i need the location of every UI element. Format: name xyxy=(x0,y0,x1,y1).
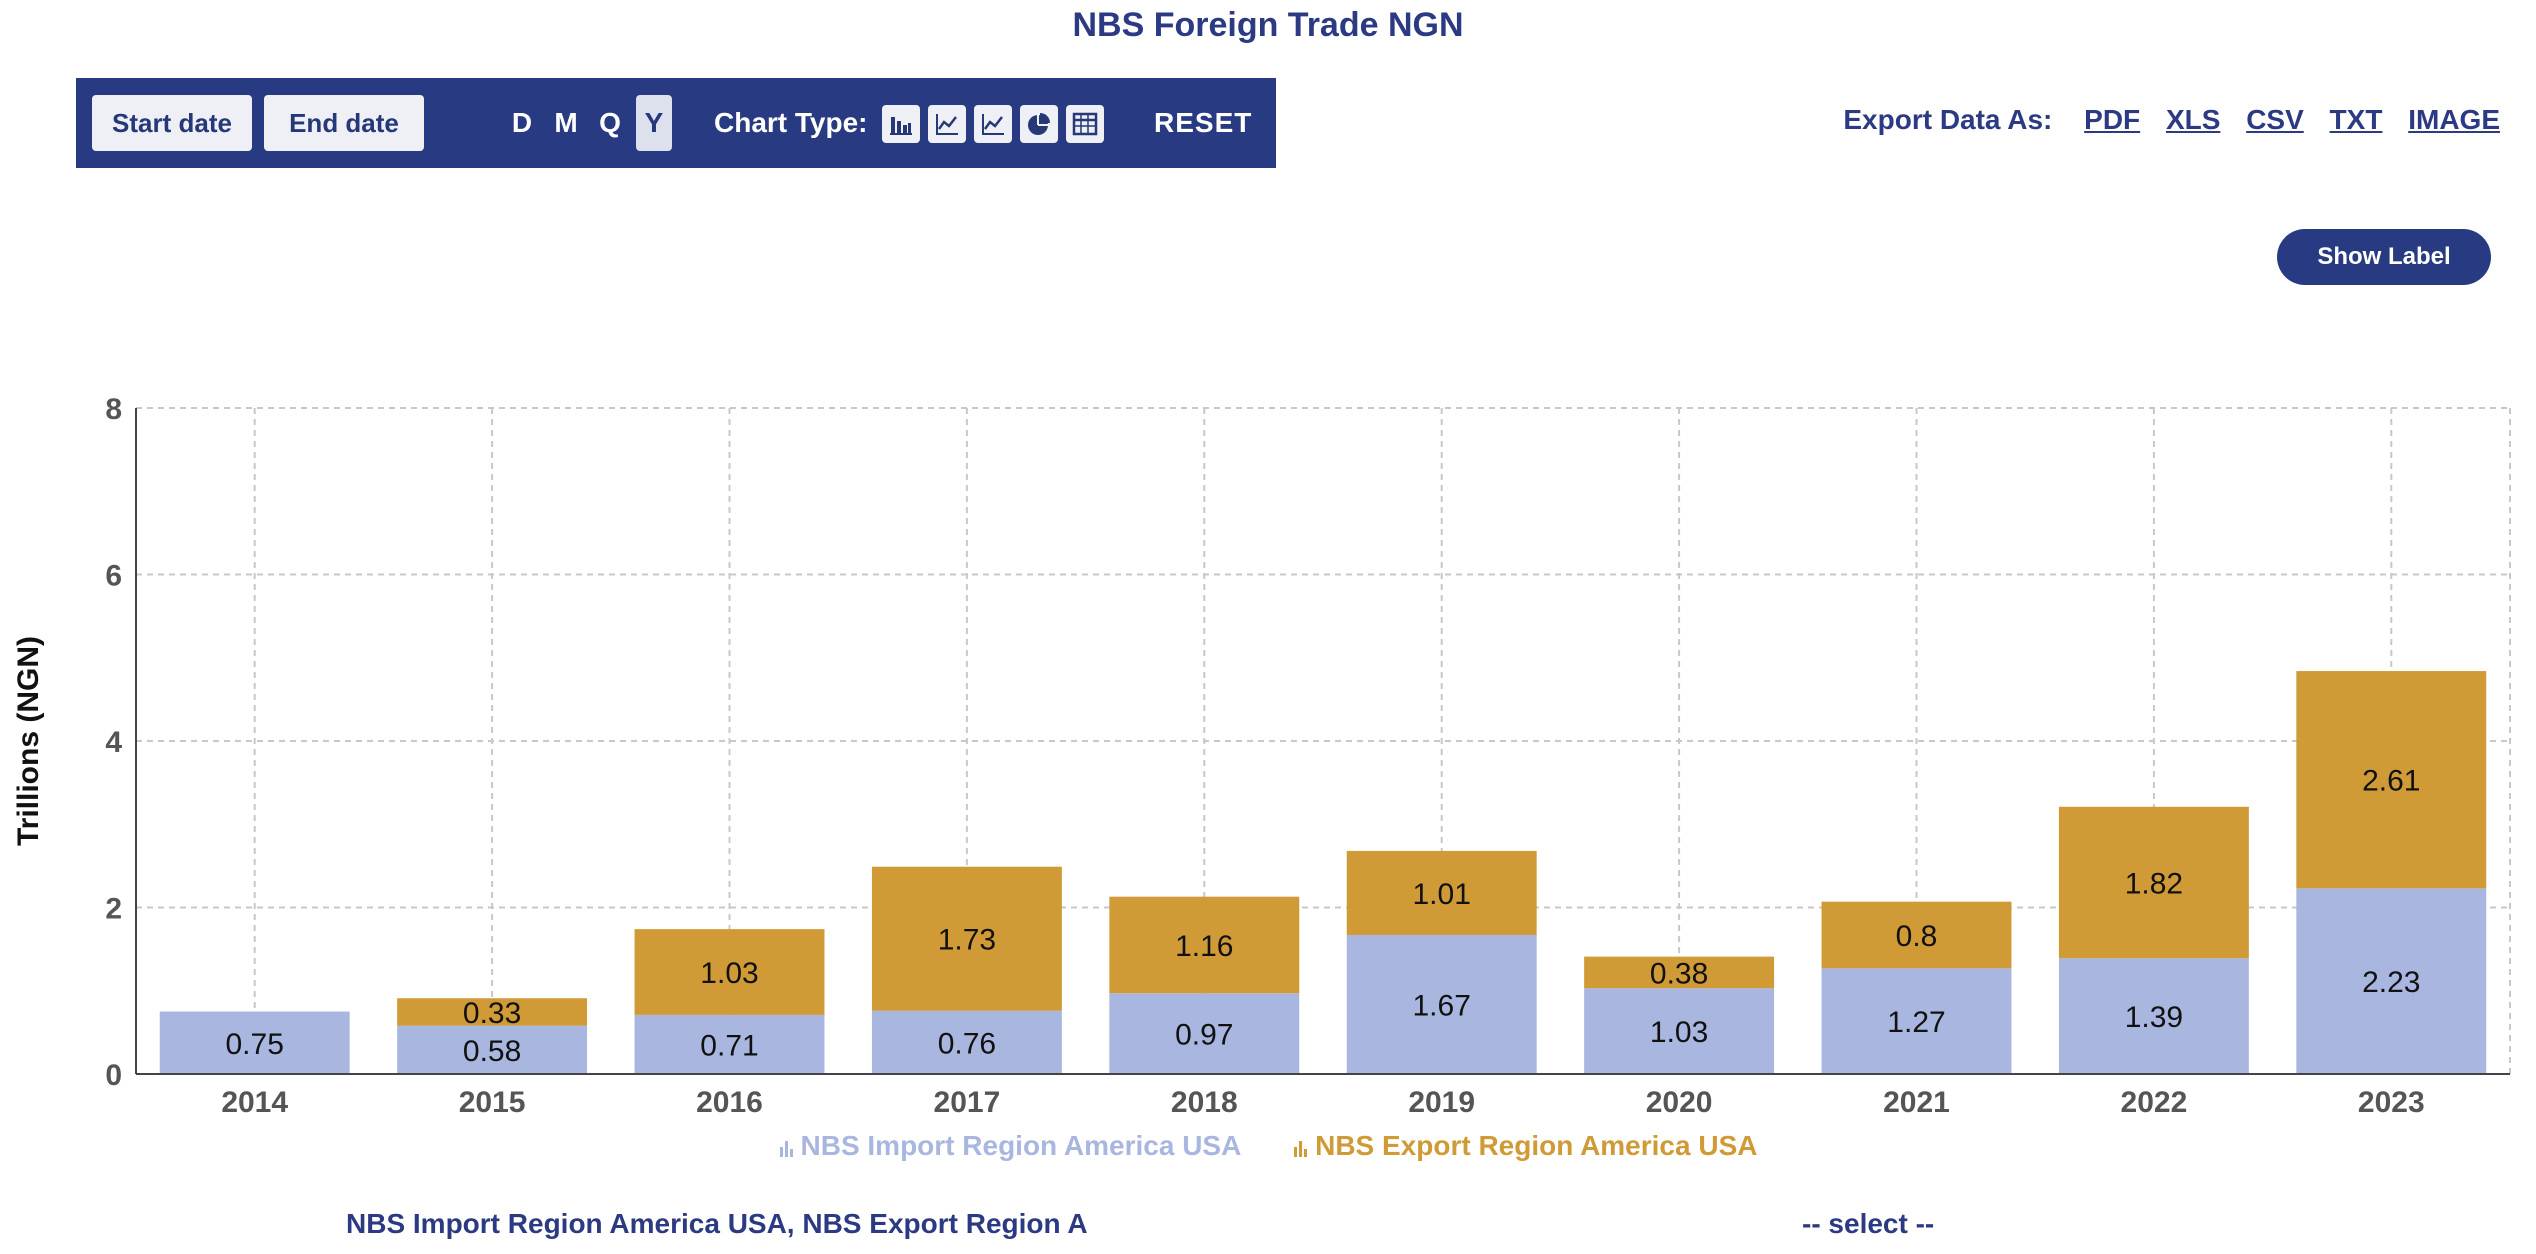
bar-export xyxy=(397,998,588,1026)
bar-export xyxy=(634,929,825,1015)
page-title: NBS Foreign Trade NGN xyxy=(1072,6,1464,44)
bar-import xyxy=(1584,988,1775,1074)
data-label: 0.8 xyxy=(1896,920,1938,953)
x-tick-label: 2017 xyxy=(934,1086,1001,1119)
bar-import xyxy=(871,1010,1062,1074)
x-tick-label: 2016 xyxy=(696,1086,763,1119)
bar-import xyxy=(2058,958,2249,1074)
y-tick-label: 8 xyxy=(105,393,122,426)
data-label: 1.73 xyxy=(938,924,996,957)
bar-import xyxy=(397,1025,588,1074)
legend-bar-icon xyxy=(779,1141,793,1157)
bar-import xyxy=(159,1011,350,1074)
period-day-button[interactable]: D xyxy=(511,107,533,138)
x-tick-label: 2022 xyxy=(2121,1086,2188,1119)
pie-chart-icon[interactable] xyxy=(1020,105,1058,143)
export-csv-link[interactable]: CSV xyxy=(2246,104,2304,135)
series-selector[interactable]: NBS Import Region America USA, NBS Expor… xyxy=(346,1208,1088,1239)
data-label: 0.38 xyxy=(1650,957,1708,990)
y-tick-label: 4 xyxy=(105,726,122,759)
bar-export xyxy=(1821,901,2012,969)
export-pdf-link[interactable]: PDF xyxy=(2084,104,2141,135)
x-tick-label: 2018 xyxy=(1171,1086,1238,1119)
line-chart-icon[interactable] xyxy=(928,105,966,143)
chart-toolbar: Start date End date D M Q Y Chart Type: … xyxy=(76,78,1276,168)
legend-bar-icon xyxy=(1294,1141,1308,1157)
x-tick-label: 2015 xyxy=(459,1086,526,1119)
chart-type-label: Chart Type: xyxy=(714,107,868,138)
chart-legend: NBS Import Region America USA NBS Export… xyxy=(0,1130,2536,1162)
data-label: 1.67 xyxy=(1413,989,1471,1022)
data-label: 0.97 xyxy=(1175,1019,1233,1052)
bar-import xyxy=(1109,993,1300,1074)
period-month-button[interactable]: M xyxy=(554,107,578,138)
data-label: 1.01 xyxy=(1413,878,1471,911)
area-chart-icon[interactable] xyxy=(974,105,1012,143)
start-date-button[interactable]: Start date xyxy=(92,95,252,151)
table-icon[interactable] xyxy=(1066,105,1104,143)
data-label: 1.03 xyxy=(1650,1016,1708,1049)
bar-import xyxy=(634,1014,825,1074)
period-year-button[interactable]: Y xyxy=(636,95,672,151)
legend-item-import[interactable]: NBS Import Region America USA xyxy=(779,1130,1242,1162)
bar-import xyxy=(1346,934,1537,1074)
export-label: Export Data As: xyxy=(1843,104,2053,135)
reset-button[interactable]: RESET xyxy=(1154,107,1253,138)
data-label: 1.27 xyxy=(1887,1006,1945,1039)
bar-export xyxy=(1109,896,1300,994)
bar-export xyxy=(1346,850,1537,935)
export-image-link[interactable]: IMAGE xyxy=(2408,104,2500,135)
bar-chart-icon[interactable] xyxy=(882,105,920,143)
bar-export xyxy=(2058,806,2249,959)
period-quarter-button[interactable]: Q xyxy=(599,107,621,138)
y-tick-label: 0 xyxy=(105,1059,122,1092)
stacked-bar-chart: 0 2 4 6 8 0.75 2014 0.58 0.33 2015 0.71 1.03 2016 0.7… xyxy=(12,393,2511,1119)
y-axis-label: Trillions (NGN) xyxy=(12,636,45,846)
end-date-button[interactable]: End date xyxy=(264,95,424,151)
export-txt-link[interactable]: TXT xyxy=(2329,104,2383,135)
y-tick-label: 2 xyxy=(105,893,122,926)
select-dropdown[interactable]: -- select -- xyxy=(1802,1208,1935,1239)
data-label: 1.16 xyxy=(1175,930,1233,963)
show-label-button[interactable]: Show Label xyxy=(2277,229,2491,285)
bar-export xyxy=(1584,956,1775,989)
legend-label-export: NBS Export Region America USA xyxy=(1315,1130,1758,1161)
data-label: 1.39 xyxy=(2125,1001,2183,1034)
x-tick-label: 2014 xyxy=(221,1086,288,1119)
data-label: 1.03 xyxy=(700,957,758,990)
bar-export xyxy=(2296,671,2487,889)
x-tick-label: 2023 xyxy=(2358,1086,2425,1119)
export-bar: Export Data As: PDF XLS CSV TXT IMAGE xyxy=(1843,104,2500,136)
export-xls-link[interactable]: XLS xyxy=(2165,104,2221,135)
x-tick-label: 2019 xyxy=(1408,1086,1475,1119)
x-tick-label: 2020 xyxy=(1646,1086,1713,1119)
data-label: 0.71 xyxy=(700,1029,758,1062)
legend-label-import: NBS Import Region America USA xyxy=(800,1130,1242,1161)
legend-item-export[interactable]: NBS Export Region America USA xyxy=(1293,1130,1757,1162)
y-tick-label: 6 xyxy=(105,560,122,593)
bar-import xyxy=(1821,968,2012,1074)
data-label: 1.82 xyxy=(2125,868,2183,901)
data-label: 0.58 xyxy=(463,1035,521,1068)
data-label: 2.61 xyxy=(2362,765,2420,798)
bar-export xyxy=(871,866,1062,1011)
x-tick-label: 2021 xyxy=(1883,1086,1950,1119)
bar-import xyxy=(2296,888,2487,1074)
data-label: 0.33 xyxy=(463,997,521,1030)
data-label: 0.75 xyxy=(226,1028,284,1061)
data-label: 2.23 xyxy=(2362,966,2420,999)
data-label: 0.76 xyxy=(938,1027,996,1060)
